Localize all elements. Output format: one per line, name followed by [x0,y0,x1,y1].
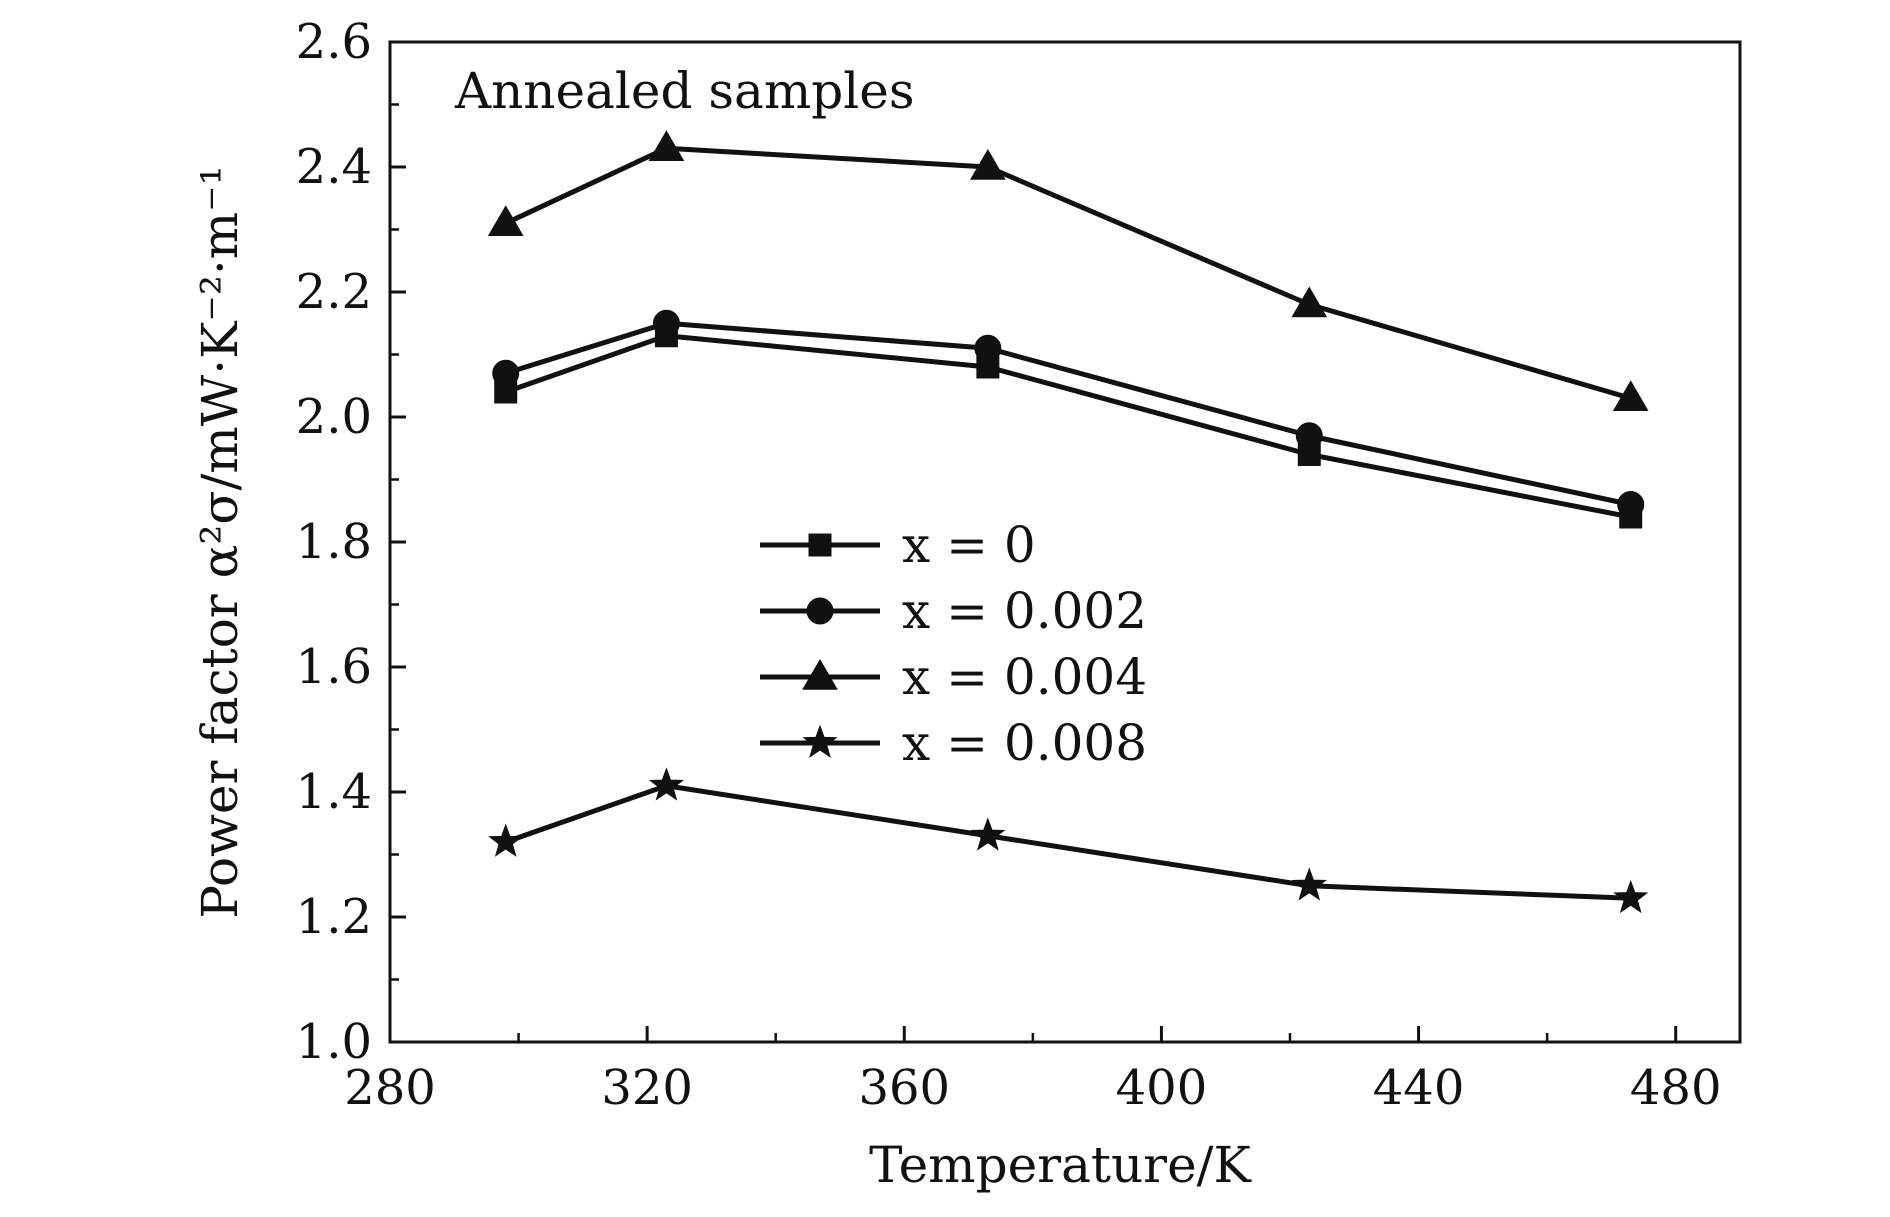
x-tick-label-3: 400 [1116,1060,1208,1116]
series-line-0 [504,333,1632,520]
series-3 [488,767,1649,914]
series-2-point-0 [487,205,524,236]
series-1-point-0 [492,359,520,387]
annotation-annealed-samples: Annealed samples [454,62,915,120]
legend-marker-0 [808,533,832,557]
legend-item-1: x = 0.002 [760,582,1147,640]
series-1-point-4 [1617,491,1645,518]
series-2-point-3 [1291,286,1328,318]
series-3-point-1 [648,767,684,801]
series-1-point-1 [652,309,680,337]
x-tick-label-2: 360 [858,1060,950,1116]
minor-ticks [390,103,1549,1042]
y-tick-label-4: 1.8 [296,514,372,570]
series-3-point-3 [1291,867,1327,901]
series-2-point-2 [969,149,1006,180]
legend-label-0: x = 0 [902,516,1036,574]
series-2-point-1 [648,130,685,161]
x-axis-title: Temperature/K [869,1136,1252,1194]
x-tick-label-0: 280 [344,1060,436,1116]
legend-marker-3 [802,724,838,758]
y-tick-label-6: 2.2 [296,264,372,320]
series-line-2 [504,145,1632,401]
legend-marker-1 [806,597,834,625]
series-3-point-0 [488,823,524,857]
y-axis-title: Power factor α²σ/mW·K⁻²·m⁻¹ [191,165,249,918]
series-line-3 [504,783,1631,901]
series-1 [492,309,1645,518]
series-layer [487,130,1649,914]
y-tick-label-7: 2.4 [296,139,372,195]
legend: x = 0 x = 0.002 x = 0.004 x = 0.008 [760,516,1147,772]
legend-item-0: x = 0 [760,516,1036,574]
legend-item-2: x = 0.004 [760,648,1147,706]
legend-marker-2 [802,659,838,690]
x-tick-label-5: 480 [1630,1060,1722,1116]
y-axis-ticks: 1.0 1.2 1.4 1.6 1.8 2.0 2.2 2.4 2.6 [296,14,406,1070]
series-1-point-3 [1295,422,1323,450]
series-2 [487,130,1649,411]
x-tick-label-4: 440 [1373,1060,1465,1116]
y-tick-label-3: 1.6 [296,639,372,695]
y-tick-label-1: 1.2 [296,889,372,945]
y-tick-label-8: 2.6 [296,14,372,70]
legend-label-1: x = 0.002 [902,582,1147,640]
y-tick-label-5: 2.0 [296,389,372,445]
legend-item-3: x = 0.008 [760,714,1147,772]
series-0 [494,324,1643,529]
x-tick-label-1: 320 [601,1060,693,1116]
series-3-point-4 [1613,879,1649,914]
series-3-point-2 [970,817,1006,851]
y-tick-label-0: 1.0 [296,1014,372,1070]
series-2-point-4 [1612,380,1649,411]
x-axis-ticks: 280 320 360 400 440 480 [344,1026,1722,1116]
legend-label-2: x = 0.004 [902,648,1147,706]
plot-frame [388,40,1742,1044]
legend-label-3: x = 0.008 [902,714,1147,772]
series-1-point-2 [974,334,1002,362]
y-tick-label-2: 1.4 [296,764,372,820]
